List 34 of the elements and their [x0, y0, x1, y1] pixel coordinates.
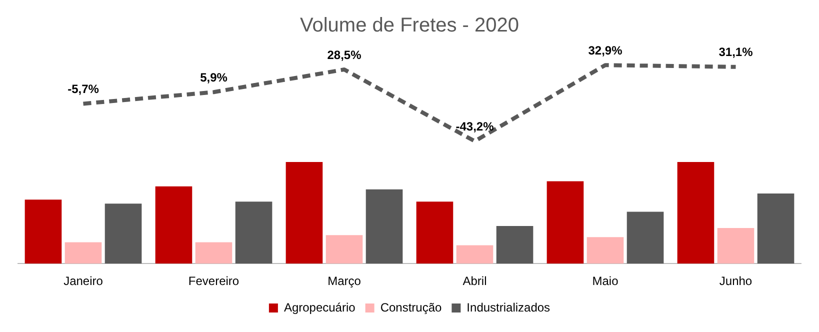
data-label: 31,1%: [718, 45, 754, 60]
x-tick-label: Junho: [719, 274, 752, 288]
bar: [757, 193, 794, 264]
data-label: 28,5%: [327, 48, 362, 62]
bar: [677, 162, 714, 264]
x-tick-label: Abril: [462, 274, 487, 288]
bar: [546, 181, 584, 264]
bar: [717, 228, 754, 264]
x-tick-label: Maio: [592, 274, 619, 288]
bar: [104, 204, 142, 264]
data-label: 32,9%: [588, 43, 623, 58]
legend-label: Agropecuário: [284, 300, 356, 314]
bar: [195, 242, 232, 264]
data-label: -43,2%: [456, 120, 494, 134]
bar: [496, 226, 534, 264]
data-label: 5,9%: [200, 70, 228, 84]
bar: [586, 237, 624, 264]
bar: [155, 186, 192, 264]
bar: [626, 212, 664, 264]
x-tick-label: Janeiro: [64, 274, 104, 288]
x-tick-label: Março: [328, 274, 362, 288]
bar: [24, 200, 62, 264]
bar: [456, 245, 494, 264]
x-tick-label: Fevereiro: [188, 274, 240, 288]
chart-title: Volume de Fretes - 2020: [300, 14, 520, 37]
bar: [286, 162, 323, 264]
bar: [416, 202, 454, 264]
bar: [326, 235, 363, 264]
bar: [235, 202, 272, 264]
bar: [366, 189, 403, 264]
data-label: -5,7%: [68, 82, 100, 96]
bar: [64, 242, 102, 264]
legend-label: Industrializados: [466, 300, 550, 314]
legend-label: Construção: [380, 300, 442, 314]
